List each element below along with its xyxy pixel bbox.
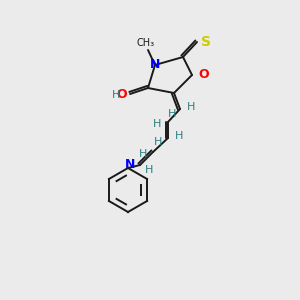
Text: H: H bbox=[153, 119, 161, 129]
Text: N: N bbox=[124, 158, 135, 172]
Text: CH₃: CH₃ bbox=[137, 38, 155, 48]
Text: H: H bbox=[168, 109, 176, 119]
Text: H: H bbox=[112, 90, 120, 100]
Text: H: H bbox=[145, 165, 153, 175]
Text: O: O bbox=[198, 68, 208, 82]
Text: S: S bbox=[201, 35, 211, 49]
Text: H: H bbox=[139, 149, 147, 159]
Text: O: O bbox=[116, 88, 127, 101]
Text: H: H bbox=[154, 137, 162, 147]
Text: H: H bbox=[187, 102, 195, 112]
Text: N: N bbox=[150, 58, 160, 71]
Text: H: H bbox=[175, 131, 183, 141]
